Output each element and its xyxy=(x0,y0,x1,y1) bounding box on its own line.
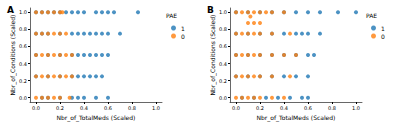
svg-text:B: B xyxy=(207,5,214,15)
svg-text:0.2: 0.2 xyxy=(256,105,264,111)
svg-text:0.8: 0.8 xyxy=(328,105,336,111)
svg-text:PAE: PAE xyxy=(166,12,177,19)
svg-text:A: A xyxy=(7,5,14,15)
svg-text:Nbr_of_Conditions (Scaled): Nbr_of_Conditions (Scaled) xyxy=(9,15,17,96)
svg-text:0: 0 xyxy=(181,33,185,40)
svg-text:0.0: 0.0 xyxy=(32,105,40,111)
svg-text:0.2: 0.2 xyxy=(19,78,27,84)
svg-text:0.4: 0.4 xyxy=(19,61,27,67)
svg-text:1.0: 1.0 xyxy=(19,9,27,15)
svg-text:Nbr_of_TotalMeds (Scaled): Nbr_of_TotalMeds (Scaled) xyxy=(57,114,136,122)
svg-text:0.6: 0.6 xyxy=(304,105,312,111)
svg-text:0.0: 0.0 xyxy=(232,105,240,111)
svg-text:0.2: 0.2 xyxy=(219,78,227,84)
svg-text:1.0: 1.0 xyxy=(219,9,227,15)
svg-text:0.2: 0.2 xyxy=(56,105,64,111)
svg-text:0.6: 0.6 xyxy=(19,43,27,49)
svg-text:0.4: 0.4 xyxy=(280,105,288,111)
svg-text:0.4: 0.4 xyxy=(80,105,88,111)
svg-text:0.8: 0.8 xyxy=(128,105,136,111)
svg-text:0.0: 0.0 xyxy=(19,95,27,101)
svg-text:Nbr_of_TotalMeds (Scaled): Nbr_of_TotalMeds (Scaled) xyxy=(257,114,336,122)
svg-text:1: 1 xyxy=(381,25,385,32)
svg-text:0.6: 0.6 xyxy=(219,43,227,49)
svg-text:PAE: PAE xyxy=(366,12,377,19)
svg-text:1.0: 1.0 xyxy=(152,105,160,111)
svg-text:0.8: 0.8 xyxy=(19,26,27,32)
svg-text:0.8: 0.8 xyxy=(219,26,227,32)
svg-text:Nbr_of_Conditions (Scaled): Nbr_of_Conditions (Scaled) xyxy=(209,15,217,96)
svg-text:0.6: 0.6 xyxy=(104,105,112,111)
svg-text:0: 0 xyxy=(381,33,385,40)
svg-text:1: 1 xyxy=(181,25,185,32)
svg-text:0.0: 0.0 xyxy=(219,95,227,101)
svg-text:0.4: 0.4 xyxy=(219,61,227,67)
svg-text:1.0: 1.0 xyxy=(352,105,360,111)
